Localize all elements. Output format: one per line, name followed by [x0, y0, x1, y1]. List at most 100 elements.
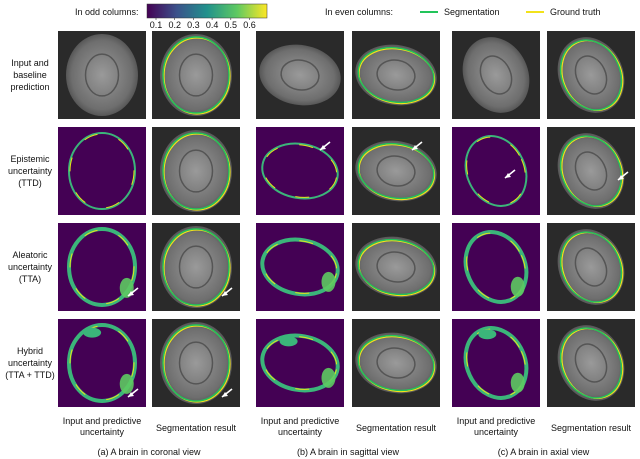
- panel: [352, 319, 440, 407]
- panel: [152, 223, 240, 311]
- colorbar-tick-label: 0.3: [187, 20, 200, 30]
- row-label: Hybrid: [17, 346, 43, 356]
- uncertainty-rim: [68, 132, 136, 210]
- row-label: (TTA + TTD): [5, 370, 54, 380]
- uncertainty-inner: [262, 240, 338, 294]
- panel: [58, 127, 146, 215]
- arrow-head: [128, 291, 134, 296]
- brain: [355, 332, 437, 394]
- brain-detail: [84, 53, 120, 97]
- uncertainty-inner: [262, 336, 338, 390]
- panel-bg: [58, 127, 146, 215]
- column-label: Segmentation result: [356, 423, 437, 433]
- row-label: Epistemic: [10, 154, 50, 164]
- brain-detail: [574, 151, 608, 191]
- uncertainty-blob: [478, 329, 497, 340]
- ground-truth: [358, 240, 436, 297]
- panel: [152, 319, 240, 407]
- uncertainty-blob: [321, 367, 336, 388]
- segmentation: [357, 142, 435, 200]
- brain-detail: [574, 55, 608, 95]
- brain: [557, 325, 625, 401]
- panel: [352, 127, 440, 215]
- brain-detail: [376, 59, 416, 91]
- uncertainty-rim: [67, 323, 137, 403]
- brain: [462, 37, 530, 113]
- column-label: uncertainty: [474, 427, 519, 437]
- column-label: Input and predictive: [63, 416, 142, 426]
- panel: [152, 127, 240, 215]
- segmentation: [357, 46, 435, 104]
- uncertainty-inner: [69, 229, 135, 305]
- uncertainty-blob: [510, 276, 525, 297]
- uncertainty-rim: [260, 237, 340, 297]
- uncertainty-rim: [463, 326, 529, 400]
- arrow-head: [618, 175, 624, 180]
- segmentation: [162, 36, 230, 114]
- panel: [452, 319, 540, 407]
- ground-truth: [163, 325, 231, 403]
- segmentation: [162, 228, 230, 306]
- panel: [58, 223, 146, 311]
- panel-bg: [58, 223, 146, 311]
- caption: (a) A brain in coronal view: [97, 447, 201, 457]
- uncertainty-blob: [279, 336, 298, 347]
- segmentation: [357, 334, 435, 392]
- legend-label: Ground truth: [550, 7, 601, 17]
- panel-bg: [256, 127, 344, 215]
- brain-detail: [574, 343, 608, 383]
- panel: [352, 31, 440, 119]
- brain: [160, 130, 232, 212]
- arrow-head: [320, 145, 326, 150]
- row-label: uncertainty: [8, 262, 53, 272]
- uncertainty-blob: [119, 373, 134, 394]
- segmentation: [559, 231, 623, 303]
- colorbar-tick-label: 0.5: [225, 20, 238, 30]
- ground-truth: [358, 336, 436, 393]
- segmentation: [162, 132, 230, 210]
- uncertainty-inner: [262, 144, 338, 198]
- panel-bg: [256, 319, 344, 407]
- brain: [355, 140, 437, 202]
- segmentation: [559, 135, 623, 207]
- brain: [259, 44, 341, 106]
- uncertainty-blob: [83, 327, 102, 338]
- row-label: (TTA): [19, 274, 41, 284]
- arrow-head: [505, 173, 511, 178]
- segmentation: [559, 327, 623, 399]
- column-label: uncertainty: [80, 427, 125, 437]
- row-label: (TTD): [18, 178, 42, 188]
- panel: [352, 223, 440, 311]
- column-label: uncertainty: [278, 427, 323, 437]
- segmentation: [162, 324, 230, 402]
- uncertainty-rim: [261, 142, 339, 200]
- colorbar-tick-label: 0.2: [168, 20, 181, 30]
- row-label: uncertainty: [8, 358, 53, 368]
- brain-detail: [479, 55, 513, 95]
- brain: [557, 133, 625, 209]
- panel: [256, 223, 344, 311]
- ground-truth: [358, 144, 436, 201]
- uncertainty-rim: [463, 230, 529, 304]
- brain-detail: [376, 155, 416, 187]
- column-label: Segmentation result: [156, 423, 237, 433]
- panel: [547, 127, 635, 215]
- caption: (b) A brain in sagittal view: [297, 447, 400, 457]
- panel-bg: [256, 223, 344, 311]
- row-label: Aleatoric: [12, 250, 48, 260]
- uncertainty-rim: [67, 227, 137, 307]
- brain-detail: [178, 341, 214, 385]
- panel-bg: [58, 319, 146, 407]
- brain-detail: [376, 347, 416, 379]
- segmentation: [559, 39, 623, 111]
- arrow-head: [412, 145, 418, 150]
- caption: (c) A brain in axial view: [498, 447, 590, 457]
- brain: [557, 229, 625, 305]
- brain: [160, 34, 232, 116]
- colorbar-tick-label: 0.4: [206, 20, 219, 30]
- uncertainty-inner: [466, 232, 526, 302]
- row-label: baseline: [13, 70, 47, 80]
- panel: [152, 31, 240, 119]
- brain: [66, 34, 138, 116]
- column-label: Input and predictive: [457, 416, 536, 426]
